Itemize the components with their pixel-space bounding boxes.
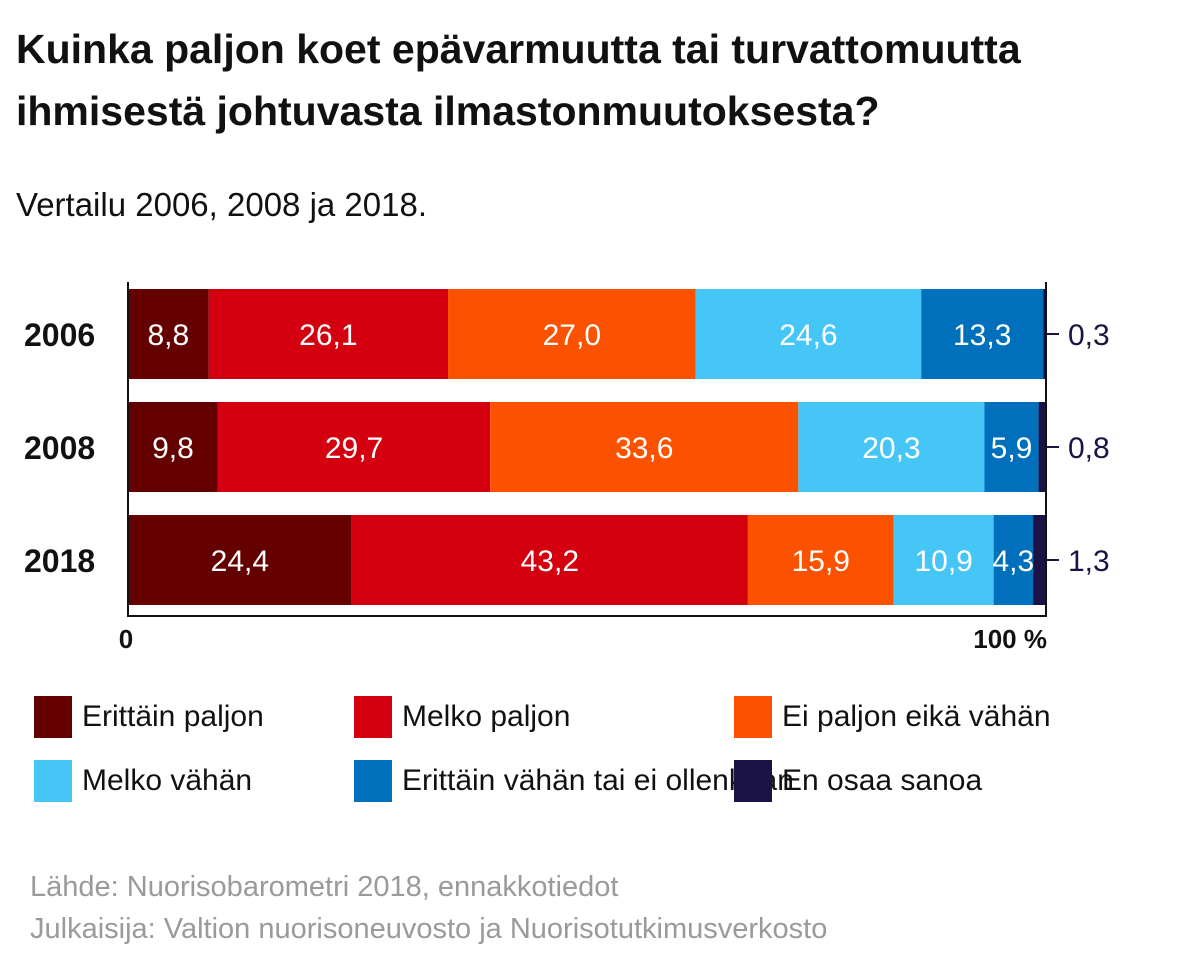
bar-2018-series-4 <box>993 515 1034 605</box>
bar-2008-series-2 <box>490 402 799 492</box>
bar-2006-series-3 <box>695 289 922 379</box>
bar-2018-series-3 <box>893 515 994 605</box>
legend-swatch <box>354 760 392 802</box>
data-label-2018-series-4: 4,3 <box>993 545 1035 578</box>
legend-item-3: Melko vähän <box>34 760 252 802</box>
category-label-2006: 2006 <box>24 317 95 353</box>
bar-2006-series-5 <box>1043 289 1046 379</box>
data-label-2006-series-3: 24,6 <box>779 319 837 352</box>
bar-2008-series-5 <box>1038 402 1046 492</box>
data-label-2018-series-0: 24,4 <box>211 545 269 578</box>
legend-swatch <box>734 696 772 738</box>
publisher-text: Julkaisija: Valtion nuorisoneuvosto ja N… <box>30 913 828 945</box>
legend-label: Melko vähän <box>82 764 253 797</box>
data-label-2006-series-2: 27,0 <box>543 319 601 352</box>
legend-swatch <box>354 696 392 738</box>
data-label-2008-series-1: 29,7 <box>325 432 383 465</box>
chart-title-line-2: ihmisestä johtuvasta ilmastonmuutoksesta… <box>16 88 880 134</box>
data-label-2008-series-5: 0,8 <box>1068 432 1110 465</box>
bar-2018-series-1 <box>351 515 748 605</box>
legend-item-5: En osaa sanoa <box>734 760 982 802</box>
legend-item-2: Ei paljon eikä vähän <box>734 696 1051 738</box>
x-tick-label-100: 100 % <box>973 624 1047 654</box>
legend-label: Erittäin paljon <box>82 700 264 733</box>
legend-swatch <box>34 696 72 738</box>
data-label-2018-series-3: 10,9 <box>914 545 972 578</box>
legend-label: Erittäin vähän tai ei ollenkaan <box>402 764 794 797</box>
x-tick-label-0: 0 <box>119 624 133 654</box>
bar-2008-series-0 <box>128 402 218 492</box>
data-label-2006-series-1: 26,1 <box>299 319 357 352</box>
bar-2006-series-4 <box>921 289 1044 379</box>
bar-2018-series-2 <box>747 515 894 605</box>
data-label-2018-series-2: 15,9 <box>792 545 850 578</box>
legend-swatch <box>734 760 772 802</box>
bar-2008-series-3 <box>798 402 985 492</box>
legend-label: Melko paljon <box>402 700 571 733</box>
data-label-2008-series-4: 5,9 <box>991 432 1033 465</box>
chart-title-line-1: Kuinka paljon koet epävarmuutta tai turv… <box>16 26 1021 72</box>
legend-label: Ei paljon eikä vähän <box>782 700 1051 733</box>
bar-2008-series-1 <box>217 402 491 492</box>
legend-item-0: Erittäin paljon <box>34 696 264 738</box>
bar-2008-series-4 <box>984 402 1039 492</box>
legend-item-4: Erittäin vähän tai ei ollenkaan <box>354 760 794 802</box>
source-text: Lähde: Nuorisobarometri 2018, ennakkotie… <box>30 871 619 903</box>
legend-swatch <box>34 760 72 802</box>
stacked-bar-chart: 2006 8,8 26,1 27,0 24,6 13,3 0,3 2008 9,8 29,7 33,… <box>24 282 1110 654</box>
category-label-2018: 2018 <box>24 543 95 579</box>
data-label-2008-series-3: 20,3 <box>862 432 920 465</box>
data-label-2018-series-1: 43,2 <box>521 545 579 578</box>
source-footer: Lähde: Nuorisobarometri 2018, ennakkotie… <box>30 866 827 950</box>
bar-2006-series-0 <box>128 289 209 379</box>
category-label-2008: 2008 <box>24 430 95 466</box>
chart-title: Kuinka paljon koet epävarmuutta tai turv… <box>16 18 1186 142</box>
chart-subtitle: Vertailu 2006, 2008 ja 2018. <box>16 186 428 223</box>
data-label-2008-series-2: 33,6 <box>615 432 673 465</box>
bar-2006-series-1 <box>208 289 449 379</box>
legend-label: En osaa sanoa <box>782 764 983 797</box>
data-label-2006-series-4: 13,3 <box>953 319 1011 352</box>
data-label-2008-series-0: 9,8 <box>152 432 194 465</box>
bar-2018-series-5 <box>1033 515 1045 605</box>
data-label-2006-series-0: 8,8 <box>147 319 189 352</box>
legend-item-1: Melko paljon <box>354 696 570 738</box>
bar-2018-series-0 <box>128 515 352 605</box>
data-label-2018-series-5: 1,3 <box>1068 545 1110 578</box>
bar-2006-series-2 <box>448 289 696 379</box>
data-label-2006-series-5: 0,3 <box>1068 319 1110 352</box>
